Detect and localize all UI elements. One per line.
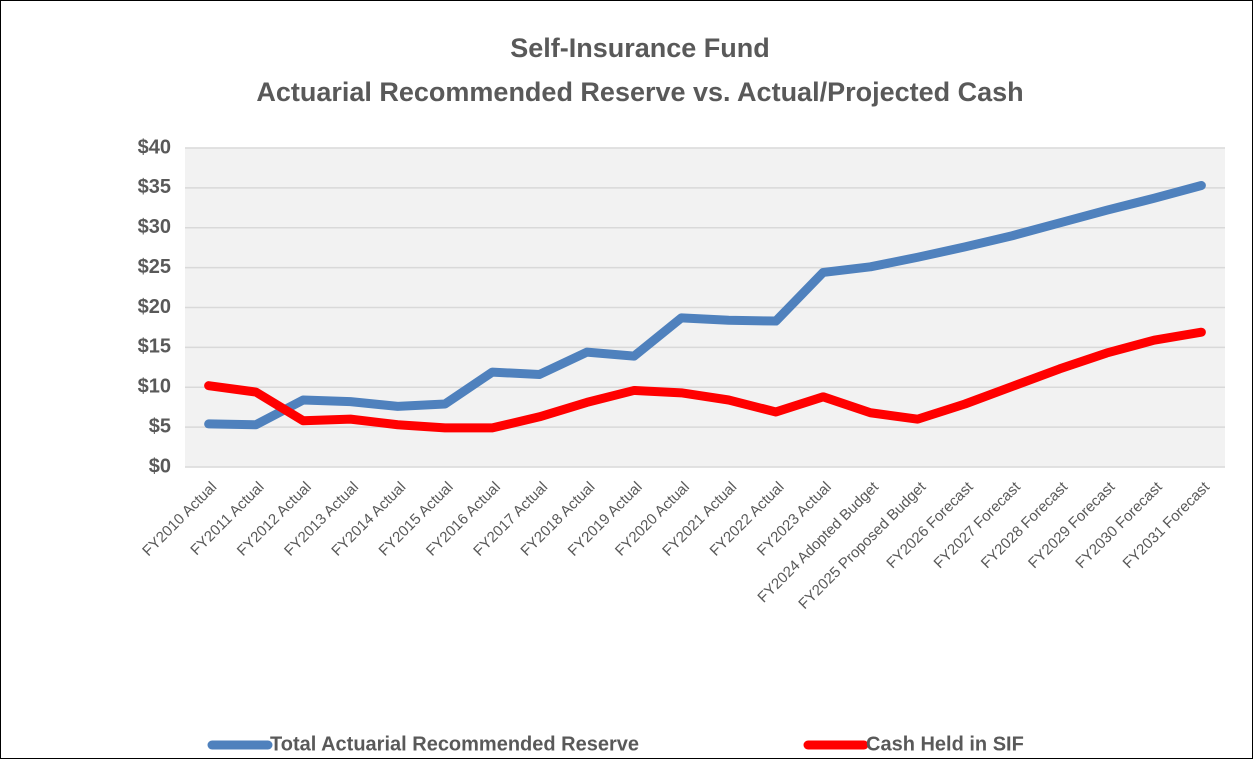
chart-title: Self-Insurance Fund [510, 33, 770, 63]
y-tick-label: $15 [138, 336, 171, 358]
y-tick-label: $20 [138, 296, 171, 318]
y-tick-label: $40 [138, 136, 171, 158]
series-line [204, 327, 1206, 433]
y-tick-label: $30 [138, 216, 171, 238]
legend-label: Cash Held in SIF [866, 733, 1024, 755]
chart-subtitle: Actuarial Recommended Reserve vs. Actual… [256, 77, 1023, 107]
legend-label: Total Actuarial Recommended Reserve [270, 733, 639, 755]
y-tick-label: $0 [149, 455, 171, 477]
y-tick-label: $5 [149, 415, 171, 437]
y-tick-label: $25 [138, 256, 171, 278]
series-line [204, 180, 1206, 430]
y-tick-label: $35 [138, 176, 171, 198]
y-tick-label: $10 [138, 376, 171, 398]
